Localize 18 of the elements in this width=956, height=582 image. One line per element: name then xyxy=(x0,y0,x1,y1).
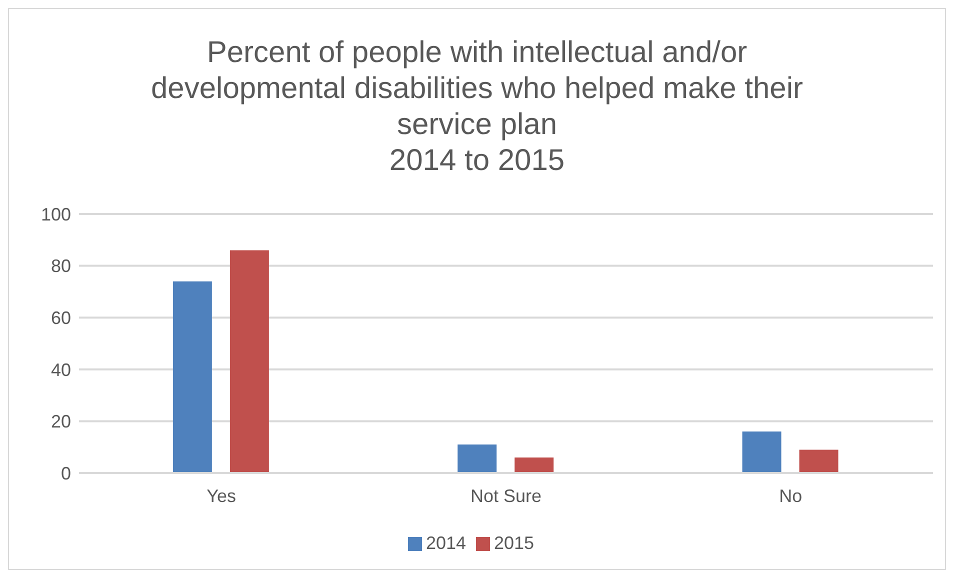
y-tick-label: 80 xyxy=(50,256,71,276)
legend-label: 2014 xyxy=(426,533,466,553)
x-tick-label: No xyxy=(779,486,802,506)
bar xyxy=(799,450,838,473)
bar xyxy=(514,457,554,473)
x-tick-label: Yes xyxy=(206,486,236,506)
x-tick-label: Not Sure xyxy=(470,486,542,506)
bar xyxy=(458,444,497,473)
y-tick-label: 60 xyxy=(50,308,71,328)
y-tick-label: 0 xyxy=(60,463,71,484)
y-tick-label: 20 xyxy=(50,412,71,432)
bar xyxy=(172,281,212,473)
bar xyxy=(230,250,269,473)
legend-label: 2015 xyxy=(494,533,534,553)
y-tick-label: 100 xyxy=(40,204,71,224)
y-tick-label: 40 xyxy=(50,360,71,380)
chart-title: Percent of people with intellectual and/or developmental disabilities who helped make their service plan 2014 to 2015 xyxy=(150,35,804,179)
bar xyxy=(742,432,782,473)
